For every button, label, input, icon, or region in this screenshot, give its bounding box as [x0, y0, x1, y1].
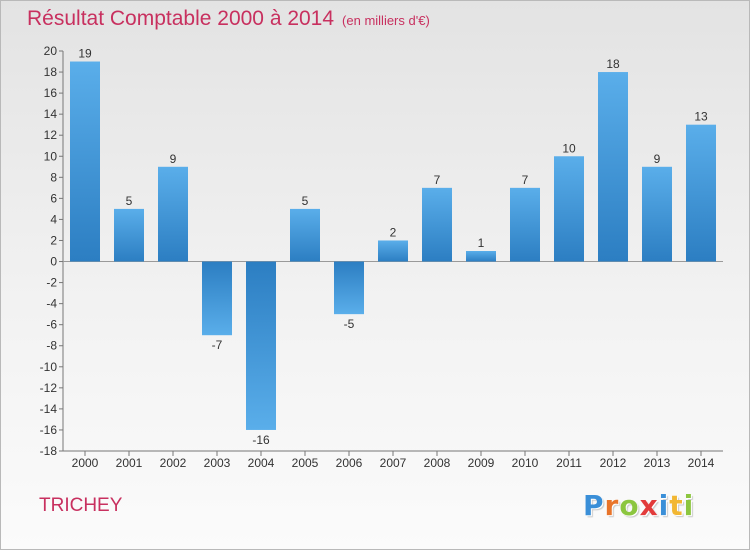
bar-2010 [510, 187, 540, 262]
bar-2013 [642, 166, 672, 262]
y-tick-label: -8 [46, 339, 57, 353]
bar-2009 [466, 251, 496, 262]
bar-2003 [202, 261, 232, 336]
y-tick-label: 8 [50, 170, 57, 184]
logo-letter: i [658, 489, 670, 522]
y-tick-label: 14 [44, 107, 58, 121]
data-label-2003: -7 [212, 338, 223, 352]
y-tick-label: -18 [40, 444, 58, 458]
data-label-2007: 2 [390, 225, 397, 239]
chart-title-text: Résultat Comptable 2000 à 2014 [27, 7, 335, 30]
bar-2005 [290, 208, 320, 262]
x-tick-label: 2009 [468, 456, 495, 470]
data-label-2000: 19 [78, 47, 92, 61]
x-tick-label: 2010 [512, 456, 539, 470]
x-tick-label: 2001 [116, 456, 143, 470]
x-tick-label: 2005 [292, 456, 319, 470]
y-tick-label: -2 [46, 276, 57, 290]
bar-2006 [334, 261, 364, 315]
data-label-2006: -5 [344, 317, 355, 331]
x-tick-label: 2004 [248, 456, 275, 470]
chart-title: Résultat Comptable 2000 à 2014 (en millie… [27, 7, 430, 31]
data-label-2011: 10 [562, 141, 576, 155]
commune-name: TRICHEY [39, 495, 123, 516]
y-tick-label: -10 [40, 360, 58, 374]
data-label-2001: 5 [126, 194, 133, 208]
data-label-2013: 9 [654, 152, 661, 166]
bar-2001 [114, 208, 144, 262]
x-tick-label: 2006 [336, 456, 363, 470]
data-label-2014: 13 [694, 110, 708, 124]
x-tick-label: 2014 [688, 456, 715, 470]
logo-letter: i [683, 489, 695, 522]
bars [70, 61, 716, 430]
y-tick-label: 16 [44, 86, 58, 100]
bar-2012 [598, 72, 628, 262]
logo-letter: P [583, 489, 605, 522]
bar-2002 [158, 166, 188, 262]
data-labels: 19 5 9 -7 -16 5 -5 2 7 1 7 10 18 9 13 [78, 47, 708, 447]
bar-2011 [554, 156, 584, 262]
x-tick-label: 2013 [644, 456, 671, 470]
y-tick-label: -16 [40, 423, 58, 437]
y-tick-label: -14 [40, 402, 58, 416]
data-label-2002: 9 [170, 152, 177, 166]
y-tick-label: 20 [44, 44, 58, 58]
logo-letter: o [619, 489, 640, 522]
x-tick-label: 2002 [160, 456, 187, 470]
y-tick-label: 10 [44, 149, 58, 163]
proxiti-logo: Proxiti [583, 489, 694, 522]
x-axis: 2000 2001 2002 2003 2004 2005 2006 2007 2008 2009… [63, 261, 723, 470]
y-tick-label: -6 [46, 318, 57, 332]
data-label-2012: 18 [606, 57, 620, 71]
chart-subtitle: (en milliers d'€) [342, 13, 430, 28]
x-tick-label: 2011 [556, 456, 582, 470]
y-tick-label: 2 [50, 233, 57, 247]
data-label-2008: 7 [434, 173, 441, 187]
data-label-2010: 7 [522, 173, 529, 187]
y-tick-label: 18 [44, 65, 58, 79]
bar-2007 [378, 240, 408, 262]
y-tick-label: 4 [50, 212, 57, 226]
data-label-2009: 1 [478, 236, 485, 250]
y-tick-label: 12 [44, 128, 58, 142]
y-tick-label: -4 [46, 297, 57, 311]
x-tick-label: 2000 [72, 456, 99, 470]
bar-2008 [422, 187, 452, 262]
x-tick-label: 2008 [424, 456, 451, 470]
bar-2000 [70, 61, 100, 262]
x-tick-label: 2007 [380, 456, 407, 470]
data-label-2004: -16 [252, 433, 270, 447]
x-tick-label: 2003 [204, 456, 231, 470]
y-tick-label: -12 [40, 381, 58, 395]
bar-2004 [246, 261, 276, 430]
data-label-2005: 5 [302, 194, 309, 208]
y-axis: -18 -16 -14 -12 -10 -8 -6 -4 -2 0 2 4 6 8 10 12 14 16 18 20 [40, 44, 64, 458]
logo-letter: x [639, 489, 659, 522]
x-tick-label: 2012 [600, 456, 627, 470]
y-tick-label: 6 [50, 191, 57, 205]
bar-2014 [686, 124, 716, 262]
logo-letter: t [669, 489, 684, 522]
y-tick-label: 0 [50, 255, 57, 269]
logo-letter: r [604, 489, 620, 522]
